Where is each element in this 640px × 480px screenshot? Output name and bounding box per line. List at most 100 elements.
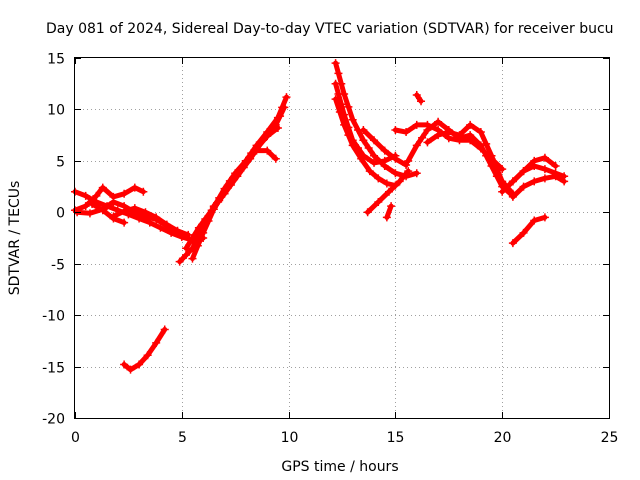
series-line — [89, 201, 127, 226]
data-point-marker — [88, 200, 97, 209]
data-point-marker — [391, 154, 400, 163]
data-point-marker — [466, 131, 475, 140]
data-point-marker — [382, 213, 391, 222]
data-point-marker — [207, 206, 216, 215]
data-point-marker — [395, 177, 404, 186]
data-point-marker — [540, 165, 549, 174]
data-point-marker — [201, 214, 210, 223]
series-arc-16 — [382, 202, 396, 222]
data-point-marker — [258, 136, 267, 145]
data-point-marker — [92, 191, 101, 200]
data-point-marker — [412, 120, 421, 129]
series-arc-7 — [175, 123, 282, 266]
data-point-marker — [236, 164, 245, 173]
data-point-marker — [374, 174, 383, 183]
data-point-marker — [160, 325, 169, 334]
data-point-marker — [551, 172, 560, 181]
data-point-marker — [423, 138, 432, 147]
x-tick-label: 5 — [178, 430, 187, 446]
axis-ticks: 0 5 10 15 20 25 -20 -15 -10 -5 0 5 10 15 — [42, 52, 618, 447]
data-point-marker — [152, 213, 161, 222]
grid — [75, 58, 609, 418]
data-point-marker — [498, 177, 507, 186]
data-point-marker — [194, 223, 203, 232]
data-point-marker — [357, 154, 366, 163]
data-point-marker — [359, 136, 368, 145]
data-point-marker — [109, 214, 118, 223]
x-tick-label: 20 — [494, 430, 512, 446]
data-point-marker — [530, 216, 539, 225]
data-point-marker — [231, 172, 240, 181]
data-point-marker — [280, 103, 289, 112]
data-point-marker — [530, 177, 539, 186]
data-point-marker — [370, 151, 379, 160]
series-arc-24 — [508, 213, 549, 248]
data-point-marker — [423, 126, 432, 134]
data-point-marker — [263, 146, 272, 155]
y-tick-label: -20 — [42, 412, 65, 428]
y-tick-label: -10 — [42, 309, 65, 325]
data-point-marker — [120, 218, 129, 227]
data-point-marker — [135, 360, 144, 369]
plot-frame — [74, 57, 610, 419]
data-point-marker — [540, 174, 549, 183]
data-point-marker — [508, 239, 517, 248]
series-arc-20 — [412, 91, 426, 106]
data-point-marker — [252, 146, 261, 155]
x-tick-label: 25 — [601, 430, 619, 446]
series-arc-10 — [209, 146, 280, 211]
data-point-marker — [402, 128, 411, 137]
series-line — [510, 214, 548, 246]
data-point-marker — [466, 120, 475, 129]
data-point-marker — [120, 189, 129, 198]
data-point-marker — [476, 141, 485, 150]
data-point-marker — [331, 79, 340, 88]
data-point-marker — [391, 169, 400, 178]
data-point-marker — [265, 128, 274, 137]
series-line — [72, 185, 146, 213]
data-point-marker — [143, 351, 152, 360]
data-point-marker — [476, 128, 485, 137]
data-point-marker — [81, 191, 90, 200]
series-arc-5 — [88, 200, 129, 227]
data-point-marker — [363, 208, 372, 217]
series-arc-18 — [404, 117, 517, 200]
data-point-marker — [498, 187, 507, 196]
y-tick-label: 0 — [56, 206, 65, 222]
x-tick-label: 0 — [71, 430, 80, 446]
data-point-marker — [141, 208, 150, 217]
y-tick-label: -15 — [42, 361, 65, 377]
data-point-marker — [85, 209, 94, 218]
series-line — [177, 125, 281, 265]
data-point-marker — [152, 338, 161, 347]
series-arc-4 — [109, 204, 193, 239]
data-point-marker — [81, 202, 90, 211]
data-point-marker — [175, 257, 184, 266]
data-point-marker — [182, 250, 191, 259]
data-point-marker — [519, 228, 528, 237]
series-arc-14 — [359, 126, 411, 169]
data-point-marker — [225, 180, 234, 188]
series-arc-22 — [508, 172, 569, 201]
data-point-marker — [530, 156, 539, 165]
data-point-marker — [335, 108, 344, 116]
data-point-marker — [162, 220, 171, 229]
data-point-marker — [560, 177, 569, 186]
y-axis-label: SDTVAR / TECUs — [7, 181, 23, 296]
data-point-marker — [220, 187, 229, 196]
data-point-marker — [199, 228, 208, 237]
data-point-marker — [344, 102, 353, 111]
data-point-marker — [374, 198, 383, 206]
data-point-marker — [109, 198, 118, 206]
chart-title: Day 081 of 2024, Sidereal Day-to-day VTE… — [46, 21, 614, 37]
series-arc-8 — [188, 93, 291, 263]
series-line — [121, 327, 168, 373]
data-point-marker — [508, 177, 517, 186]
data-point-marker — [271, 120, 280, 129]
y-tick-label: 10 — [47, 103, 65, 119]
data-point-marker — [380, 156, 389, 165]
data-point-marker — [380, 146, 389, 155]
y-tick-label: -5 — [51, 258, 65, 274]
data-point-marker — [540, 153, 549, 162]
